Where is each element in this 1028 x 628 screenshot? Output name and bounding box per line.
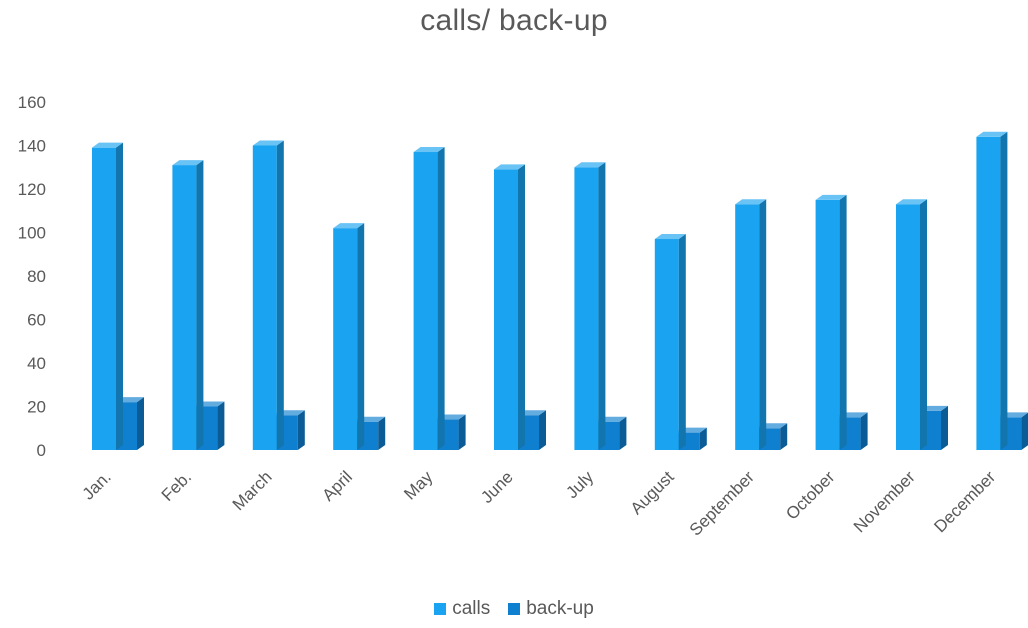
bar-calls bbox=[92, 142, 123, 451]
x-tick-label: April bbox=[319, 467, 356, 504]
x-tick-label: Feb. bbox=[158, 467, 195, 504]
x-tick-label: August bbox=[627, 467, 678, 518]
y-tick-label: 40 bbox=[27, 354, 46, 373]
x-tick-label: May bbox=[400, 467, 436, 503]
x-tick-label: June bbox=[477, 467, 517, 507]
y-axis: 0 20 40 60 80 100 120 140 160 bbox=[18, 93, 46, 460]
bar-calls bbox=[252, 140, 284, 450]
x-tick-label: November bbox=[850, 467, 919, 536]
x-tick-label: Jan. bbox=[79, 467, 115, 503]
chart-title: calls/ back-up bbox=[420, 4, 608, 37]
x-tick-label: March bbox=[229, 467, 276, 514]
legend-label-calls: calls bbox=[452, 598, 491, 619]
y-tick-label: 20 bbox=[27, 398, 46, 417]
legend-item-calls: calls bbox=[434, 598, 490, 620]
y-tick-label: 0 bbox=[37, 441, 46, 460]
legend: calls back-up bbox=[0, 598, 1028, 620]
legend-label-back-up: back-up bbox=[526, 598, 594, 619]
legend-item-back-up: back-up bbox=[508, 598, 594, 620]
bar-calls bbox=[654, 234, 686, 450]
bar-calls bbox=[172, 160, 204, 450]
x-tick-label: October bbox=[782, 467, 838, 523]
bar-calls bbox=[574, 162, 606, 450]
bar-calls bbox=[413, 147, 445, 450]
bar-calls bbox=[333, 223, 365, 450]
x-axis: Jan. Feb. March April May June July August Septe… bbox=[79, 467, 1000, 540]
y-tick-label: 100 bbox=[18, 224, 46, 243]
legend-swatch-back-up bbox=[508, 603, 521, 615]
x-tick-label: July bbox=[562, 467, 597, 502]
y-tick-label: 160 bbox=[18, 93, 46, 112]
y-tick-label: 80 bbox=[27, 267, 46, 286]
legend-swatch-calls bbox=[434, 603, 447, 615]
x-tick-label: December bbox=[930, 467, 999, 536]
y-tick-label: 120 bbox=[18, 180, 46, 199]
y-tick-label: 60 bbox=[27, 311, 46, 330]
bar-calls bbox=[896, 199, 927, 450]
y-tick-label: 140 bbox=[18, 137, 46, 156]
bar-calls bbox=[735, 199, 767, 450]
bars bbox=[92, 131, 1028, 451]
bar-calls bbox=[494, 164, 525, 451]
x-tick-label: September bbox=[686, 467, 758, 539]
bar-calls bbox=[976, 131, 1008, 451]
bar-calls bbox=[815, 194, 847, 450]
